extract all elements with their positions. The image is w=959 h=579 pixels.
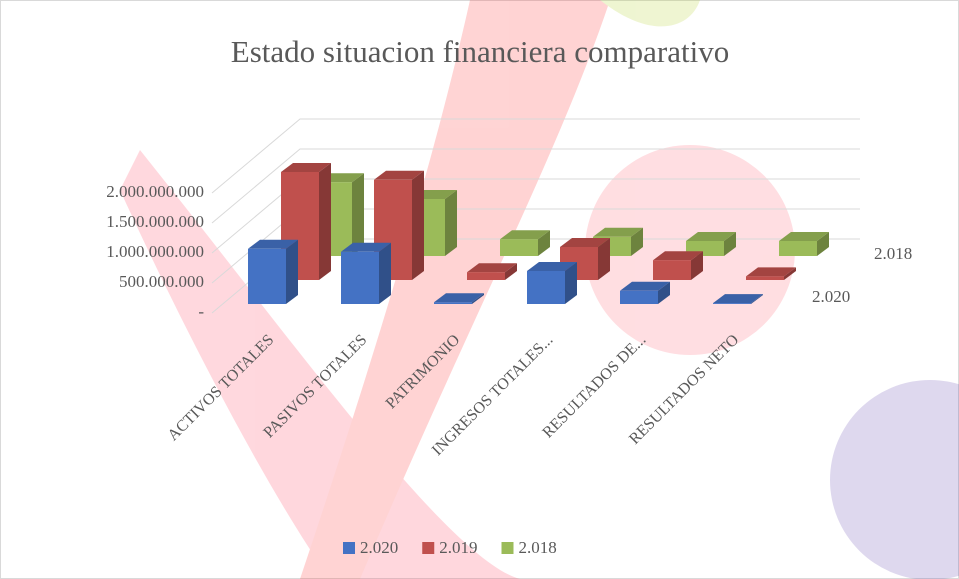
bar (746, 267, 796, 280)
bar-front (341, 251, 379, 304)
bar-front (467, 272, 505, 280)
bar-top (248, 239, 298, 249)
bar (341, 242, 391, 304)
legend-label: 2.020 (360, 538, 398, 557)
bar-top (467, 263, 517, 273)
bar (653, 251, 703, 280)
bar-front (653, 260, 691, 280)
watermark-stroke (300, 0, 610, 579)
bar-side (724, 232, 736, 256)
bar-top (341, 242, 391, 252)
bar-top (281, 163, 331, 172)
y-tick-label: 500.000.000 (119, 272, 204, 291)
bar-front (434, 302, 472, 304)
bar-side (751, 294, 763, 304)
bar-side (505, 263, 517, 280)
y-tick-label: 2.000.000.000 (106, 182, 204, 201)
bar-side (538, 230, 550, 256)
bar-side (445, 190, 457, 256)
bar-top (560, 238, 610, 247)
bar-side (817, 232, 829, 256)
bar-front (746, 276, 784, 280)
bar-front (620, 290, 658, 304)
bar-side (379, 242, 391, 304)
bar (620, 281, 670, 304)
bar-side (472, 293, 484, 304)
bar-side (352, 173, 364, 256)
watermark-circle (830, 380, 959, 579)
bar (713, 294, 763, 304)
y-tick-label: 1.500.000.000 (106, 212, 204, 231)
bar-top (779, 232, 829, 241)
chart-title: Estado situacion financiera comparativo (231, 34, 729, 69)
bar-side (691, 251, 703, 280)
legend-swatch (422, 542, 435, 554)
bar (527, 262, 577, 304)
bar (434, 293, 484, 304)
bar-top (620, 281, 670, 291)
bar-top (593, 227, 643, 237)
bar-side (565, 262, 577, 304)
bar (500, 230, 550, 256)
bar (779, 232, 829, 256)
bar-top (434, 293, 484, 303)
y-tick-label: 1.000.000.000 (106, 242, 204, 261)
watermark-swoosh (120, 150, 520, 579)
bar-front (713, 303, 751, 304)
bar-top (527, 262, 577, 271)
bar (467, 263, 517, 280)
bar-front (527, 271, 565, 304)
bar-side (598, 238, 610, 280)
bar (560, 238, 610, 280)
bar (248, 239, 298, 304)
watermark-leaf (600, 0, 700, 27)
grid-line (211, 148, 860, 224)
grid-line (211, 118, 860, 194)
bar-top (686, 232, 736, 241)
bar-front (248, 248, 286, 304)
bar-side (658, 281, 670, 304)
bar-side (286, 239, 298, 304)
bar-side (412, 170, 424, 280)
legend-label: 2.018 (519, 538, 557, 557)
bar-side (319, 163, 331, 280)
bar (374, 170, 424, 280)
legend-swatch (501, 542, 514, 554)
bar-side (784, 267, 796, 280)
bar-top (374, 170, 424, 180)
bar-top (746, 267, 796, 277)
depth-tick-label: 2.020 (812, 287, 850, 306)
legend-swatch (343, 542, 355, 554)
depth-tick-label: 2.018 (874, 244, 912, 263)
bar-front (500, 239, 538, 256)
bar-side (631, 227, 643, 256)
bar-top (653, 251, 703, 261)
bar-top (500, 230, 550, 240)
bar-top (713, 294, 763, 304)
y-tick-label: - (198, 302, 204, 321)
legend-label: 2.019 (439, 538, 477, 557)
bar-front (779, 241, 817, 256)
